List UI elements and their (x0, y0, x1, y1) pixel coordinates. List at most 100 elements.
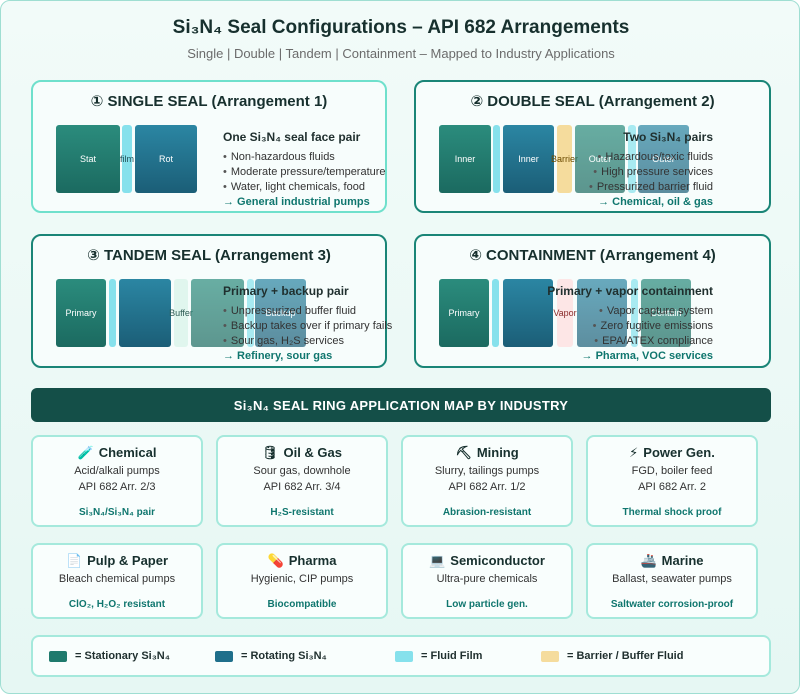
industry-detail: Acid/alkali pumps (74, 465, 160, 477)
card-application: → Pharma, VOC services (581, 350, 713, 362)
bullet-text: Non-hazardous fluids (230, 151, 335, 163)
seal-block (492, 279, 499, 347)
industry-icon: 🧪 (77, 445, 94, 460)
bullet-text: Sour gas, H₂S services (230, 335, 344, 347)
industry-icon: ⚡ (629, 445, 639, 460)
bullet-text: Backup takes over if primary fails (230, 320, 393, 332)
legend-item: = Rotating Si₃N₄ (215, 650, 327, 662)
seal-block: Primary (439, 279, 489, 347)
industry-name: ⛏ Mining (403, 445, 571, 461)
seal-block: Rot (135, 125, 197, 193)
bullet-text: High pressure services (601, 166, 713, 178)
industry-detail: Slurry, tailings pumps (434, 465, 540, 477)
industry-detail: Bleach chemical pumps (58, 573, 176, 585)
arrangement-card: ① SINGLE SEAL (Arrangement 1) Stat film Rot… (31, 80, 387, 213)
bullet-dot: • (223, 335, 227, 347)
industry-detail: API 682 Arr. 1/2 (448, 481, 526, 493)
seal-block: Vapor (553, 279, 577, 347)
industry-card: ⚡ Power Gen. FGD, boiler feed API 682 Arr. … (586, 435, 758, 527)
seal-block: Inner (439, 125, 491, 193)
bullet-item: • Hazardous/toxic fluids (598, 151, 713, 163)
bullet-item: • Vapor capture system (599, 305, 713, 317)
industry-icon: 💊 (267, 553, 284, 568)
industry-detail: API 682 Arr. 3/4 (263, 481, 341, 493)
industry-tag: Si₃N₄/Si₃N₄ pair (78, 507, 155, 518)
legend: = Stationary Si₃N₄ = Rotating Si₃N₄ = Flui… (31, 635, 771, 677)
bullet-item: • EPA/ATEX compliance (594, 335, 713, 347)
industry-name: ⚡ Power Gen. (588, 445, 756, 461)
bullet-item: • Pressurized barrier fluid (589, 181, 713, 193)
bullet-dot: • (223, 320, 227, 332)
industry-icon: 🛢 (261, 445, 279, 460)
card-title: ③ TANDEM SEAL (Arrangement 3) (87, 247, 331, 264)
bullet-item: • Backup takes over if primary fails (223, 320, 392, 332)
seal-block: Barrier (551, 125, 578, 193)
seal-block (109, 279, 116, 347)
card-application: → Refinery, sour gas (223, 350, 333, 362)
industry-title: Oil & Gas (283, 445, 343, 460)
legend-swatch (215, 650, 233, 662)
industry-card: 🛢 Oil & Gas Sour gas, downhole API 682 Arr.… (216, 435, 388, 527)
industry-card: ⛏ Mining Slurry, tailings pumps API 682 Arr… (401, 435, 573, 527)
bullet-dot: • (588, 181, 593, 193)
legend-swatch (541, 650, 559, 662)
bullet-dot: • (597, 151, 602, 163)
seal-block (577, 279, 627, 347)
bullet-dot: • (223, 151, 227, 163)
legend-item: = Stationary Si₃N₄ (49, 650, 170, 662)
card-application: → General industrial pumps (223, 196, 370, 208)
legend-label: = Fluid Film (421, 650, 483, 662)
industry-title: Power Gen. (643, 445, 715, 460)
industry-icon: 📄 (65, 553, 83, 568)
industry-icon: ⛏ (455, 445, 472, 460)
seal-block (493, 125, 500, 193)
legend-item: = Fluid Film (395, 650, 482, 662)
industry-title: Pulp & Paper (87, 553, 169, 568)
card-title: ④ CONTAINMENT (Arrangement 4) (469, 247, 716, 264)
industry-title: Marine (661, 553, 704, 568)
industry-detail: Hygienic, CIP pumps (250, 573, 354, 585)
industry-tag: Biocompatible (267, 599, 337, 610)
industry-name: 🚢 Marine (588, 553, 756, 569)
industry-card: 💊 Pharma Hygienic, CIP pumps Biocompatible (216, 543, 388, 619)
industry-card: 🧪 Chemical Acid/alkali pumps API 682 Arr. 2… (31, 435, 203, 527)
industry-tag: Saltwater corrosion-proof (610, 599, 734, 610)
bullet-dot: • (593, 166, 598, 178)
bullet-dot: • (223, 305, 227, 317)
card-title: ② DOUBLE SEAL (Arrangement 2) (470, 93, 715, 110)
bullet-dot: • (598, 305, 603, 317)
seal-block (503, 279, 553, 347)
page-title: Si₃N₄ Seal Configurations – API 682 Arra… (172, 17, 630, 38)
industry-name: 🛢 Oil & Gas (218, 445, 386, 461)
industry-detail: Sour gas, downhole (253, 465, 351, 477)
seal-block: Contain (641, 279, 691, 347)
industry-title: Pharma (288, 553, 337, 568)
industry-detail: FGD, boiler feed (631, 465, 713, 477)
bullet-text: Water, light chemicals, food (230, 181, 365, 193)
industry-card: 📄 Pulp & Paper Bleach chemical pumps ClO₂, … (31, 543, 203, 619)
industry-name: 💊 Pharma (218, 553, 386, 569)
bullet-text: Zero fugitive emissions (600, 320, 714, 332)
bullet-text: Hazardous/toxic fluids (605, 151, 713, 163)
bullet-item: • Zero fugitive emissions (593, 320, 713, 332)
seal-block (628, 125, 636, 193)
bullet-text: Unpressurized buffer fluid (230, 305, 357, 317)
industry-detail: API 682 Arr. 2 (638, 481, 706, 493)
industry-detail: Ultra-pure chemicals (436, 573, 538, 585)
industry-tag: ClO₂, H₂O₂ resistant (68, 599, 166, 610)
industry-detail: Ballast, seawater pumps (612, 573, 732, 585)
industry-tag: Low particle gen. (446, 599, 528, 610)
industry-tag: Abrasion-resistant (442, 507, 532, 518)
legend-label: = Rotating Si₃N₄ (241, 650, 327, 662)
industry-detail: API 682 Arr. 2/3 (78, 481, 156, 493)
industry-title: Semiconductor (450, 553, 545, 568)
bullet-text: Vapor capture system (606, 305, 713, 317)
bullet-item: • High pressure services (593, 166, 713, 178)
arrangement-card: ④ CONTAINMENT (Arrangement 4) Primary Vapo… (414, 234, 771, 368)
page-subtitle: Single | Double | Tandem | Containment –… (187, 46, 615, 61)
seal-block: Primary (56, 279, 106, 347)
legend-swatch (395, 650, 413, 662)
industry-name: 🧪 Chemical (33, 445, 201, 461)
